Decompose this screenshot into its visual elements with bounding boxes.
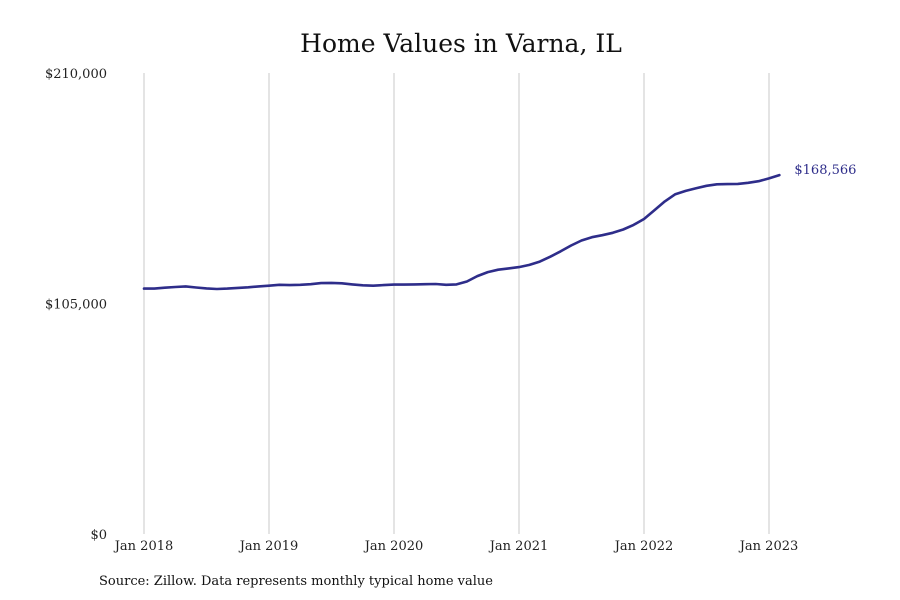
x-tick-label: Jan 2019	[238, 539, 299, 554]
series-line	[142, 173, 781, 291]
y-tick-label: $210,000	[45, 67, 107, 82]
x-tick-label: Jan 2021	[488, 539, 549, 554]
series-group	[142, 173, 781, 291]
y-axis-ticks: $0 $105,000 $210,000	[45, 67, 107, 543]
end-value-label: $168,566	[794, 163, 856, 178]
source-note: Source: Zillow. Data represents monthly …	[99, 574, 493, 589]
y-tick-label: $0	[90, 528, 107, 543]
chart-title: Home Values in Varna, IL	[300, 29, 622, 58]
y-tick-label: $105,000	[45, 298, 107, 313]
x-tick-label: Jan 2018	[113, 539, 174, 554]
x-tick-label: Jan 2022	[613, 539, 674, 554]
x-tick-label: Jan 2023	[738, 539, 799, 554]
x-tick-label: Jan 2020	[363, 539, 424, 554]
x-axis-ticks: Jan 2018 Jan 2019 Jan 2020 Jan 2021 Jan 2022…	[113, 539, 799, 554]
x-gridlines	[143, 73, 770, 534]
